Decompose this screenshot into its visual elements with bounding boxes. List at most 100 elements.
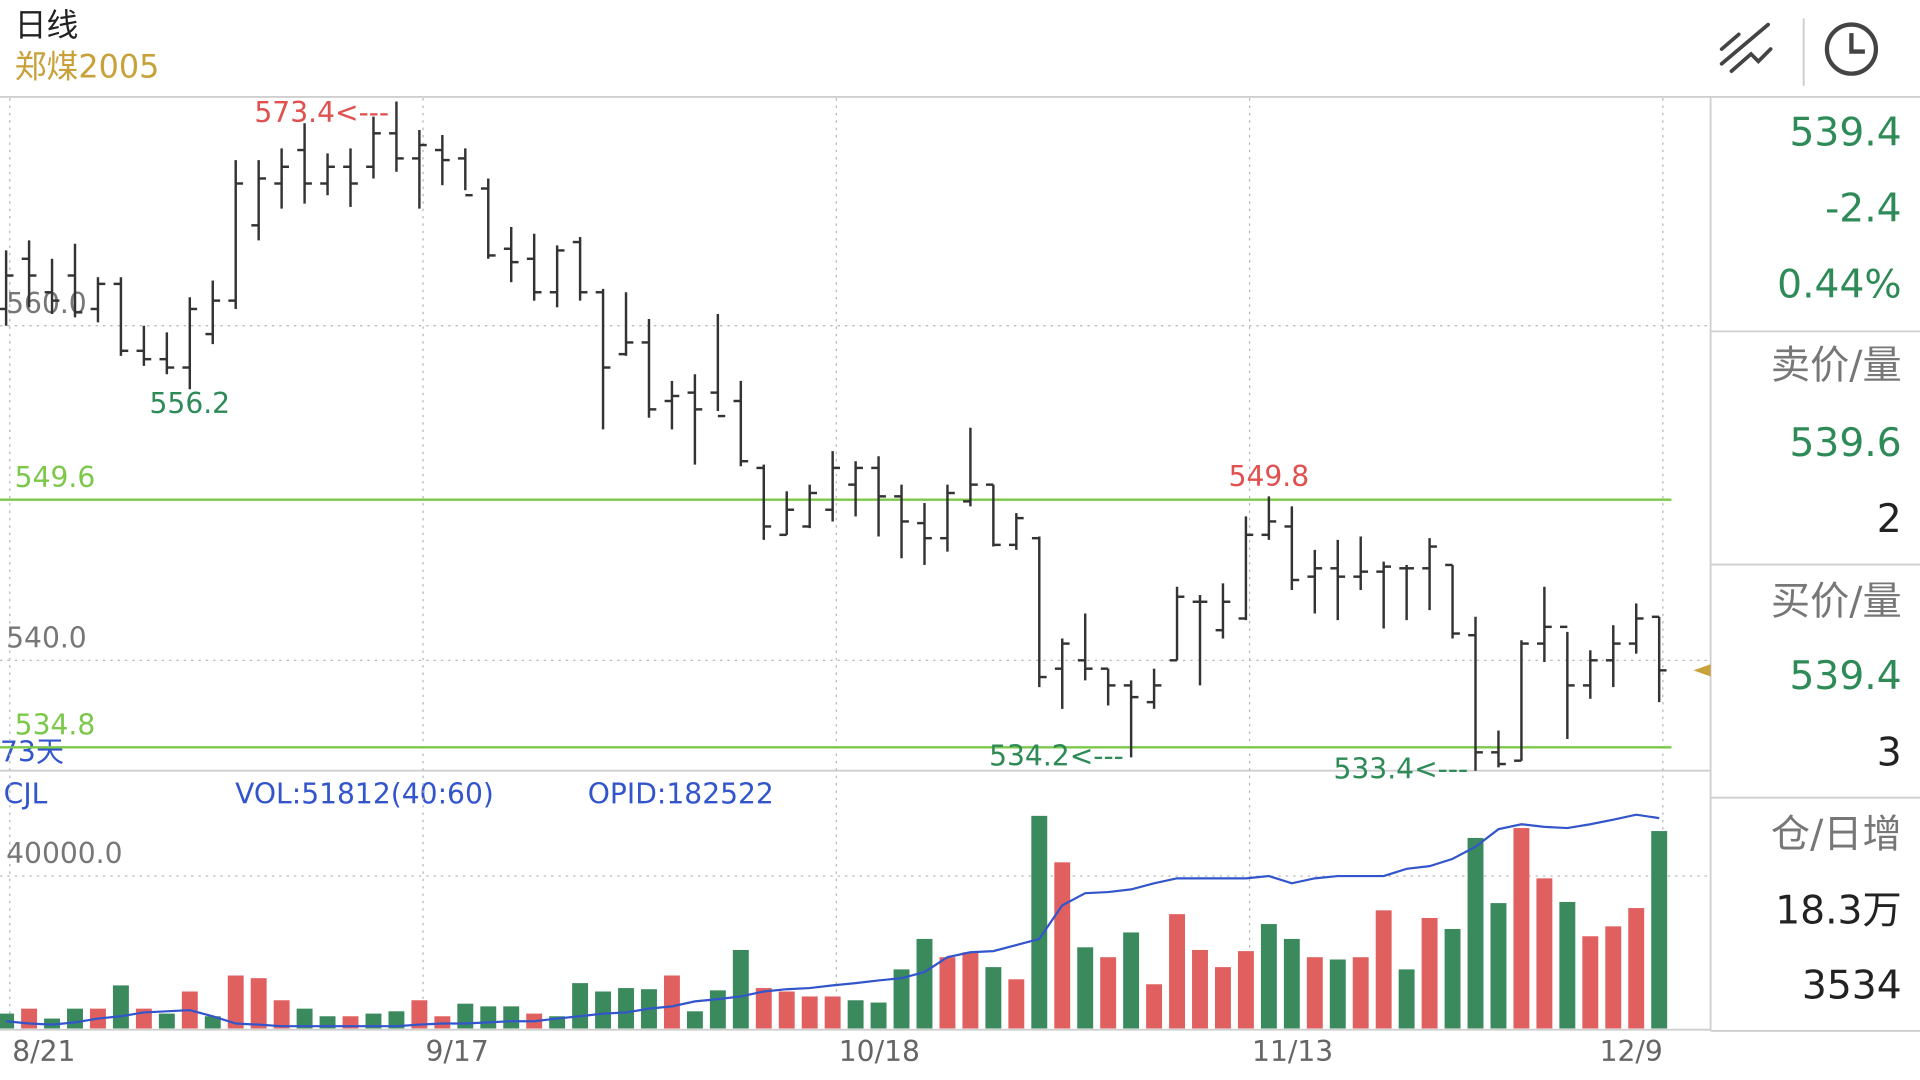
volume-bar <box>778 991 795 1029</box>
volume-bar <box>1559 901 1576 1029</box>
volume-bar <box>204 1016 221 1029</box>
volume-bar <box>870 1002 887 1029</box>
volume-bar <box>824 996 841 1029</box>
volume-bar <box>1169 914 1185 1029</box>
volume-bar <box>1536 878 1553 1029</box>
x-tick-label: 9/17 <box>426 1035 489 1068</box>
volume-bar <box>273 1000 290 1029</box>
volume-bar <box>1237 951 1254 1029</box>
oi-header: 仓/日增 <box>1771 812 1902 857</box>
volume-bar <box>1490 903 1507 1029</box>
y-tick-label: 540.0 <box>6 621 87 654</box>
volume-bar <box>480 1006 497 1029</box>
volume-bar <box>985 967 1002 1029</box>
volume-bar <box>1031 815 1048 1029</box>
volume-bar <box>1444 929 1461 1029</box>
volume-bar <box>365 1013 382 1029</box>
volume-bar <box>1146 984 1163 1029</box>
volume-bar <box>457 1003 474 1029</box>
volume-bar <box>939 957 956 1029</box>
open-interest: 18.3万 <box>1775 889 1901 934</box>
volume-bar <box>847 1000 864 1029</box>
y-tick-label: 40000.0 <box>6 837 122 870</box>
extreme-annotation: 549.8 <box>1229 460 1310 493</box>
volume-bar <box>572 983 589 1029</box>
x-tick-label: 8/21 <box>12 1035 75 1068</box>
volume-bar <box>686 1011 703 1029</box>
volume-bar <box>1582 936 1599 1029</box>
volume-bar <box>411 1000 428 1029</box>
extreme-annotation: 534.2<--- <box>989 739 1124 772</box>
period-count: 73天 <box>0 736 64 769</box>
volume-bar <box>67 1008 83 1029</box>
volume-bar <box>801 996 818 1029</box>
extreme-annotation: 556.2 <box>149 387 230 420</box>
last-price: 539.4 <box>1789 110 1901 155</box>
clock-icon[interactable] <box>1824 22 1879 76</box>
volume-bar <box>21 1008 38 1029</box>
volume-bar <box>1329 959 1346 1029</box>
volume-bar <box>1260 924 1277 1029</box>
bid-price: 539.4 <box>1789 654 1901 699</box>
volume-bar <box>388 1011 405 1029</box>
bid-volume: 3 <box>1877 730 1902 775</box>
volume-bar <box>1352 957 1369 1029</box>
ask-price: 539.6 <box>1789 421 1901 466</box>
period-label[interactable]: 日线 <box>15 6 79 44</box>
volume-bar <box>1513 828 1530 1029</box>
volume-bar <box>1375 910 1392 1029</box>
volume-bar <box>1605 926 1622 1029</box>
change-pct: 0.44% <box>1777 263 1901 308</box>
volume-bar <box>296 1008 313 1029</box>
opid-legend: OPID:182522 <box>588 777 774 810</box>
volume-title: CJL <box>4 777 48 810</box>
volume-bar <box>1421 917 1438 1029</box>
ask-header: 卖价/量 <box>1771 344 1902 389</box>
last-price-marker <box>1693 664 1711 677</box>
volume-bar <box>1628 908 1645 1029</box>
volume-bar <box>1215 967 1231 1029</box>
change: -2.4 <box>1825 187 1901 232</box>
volume-bar <box>503 1006 520 1029</box>
clock-face <box>1824 22 1879 76</box>
volume-bar <box>1306 957 1323 1029</box>
volume-legend: VOL:51812(40:60) <box>235 777 494 810</box>
volume-bar <box>916 938 933 1029</box>
ask-volume: 2 <box>1877 497 1902 542</box>
volume-bar <box>1054 862 1071 1029</box>
volume-bar <box>1123 932 1140 1029</box>
volume-bar <box>755 988 772 1029</box>
volume-bar <box>1192 949 1208 1029</box>
volume-bar <box>893 969 910 1029</box>
clock-hands <box>1849 33 1865 54</box>
level-label: 534.8 <box>15 708 96 741</box>
bid-header: 买价/量 <box>1771 579 1902 624</box>
volume-bar <box>732 949 749 1029</box>
volume-bar <box>618 988 634 1029</box>
icon-lines <box>1719 22 1773 74</box>
opid-line <box>6 813 1660 1028</box>
volume-bar <box>1398 969 1415 1029</box>
volume-bar <box>709 990 726 1029</box>
x-tick-label: 12/9 <box>1600 1035 1663 1068</box>
extreme-annotation: 573.4<--- <box>254 96 389 129</box>
volume-bar <box>434 1016 451 1029</box>
indicator-icon[interactable] <box>1719 22 1773 74</box>
x-tick-label: 10/18 <box>839 1035 920 1068</box>
volume-bar <box>112 985 129 1029</box>
extreme-annotation: 533.4<--- <box>1333 753 1468 786</box>
x-tick-label: 11/13 <box>1252 1035 1333 1068</box>
volume-bar <box>1283 938 1300 1029</box>
volume-bar <box>250 978 267 1029</box>
volume-bar <box>1077 947 1094 1029</box>
volume-bar <box>1008 979 1025 1029</box>
quote-panel: 539.4 -2.4 0.44% 卖价/量 539.6 2 买价/量 539.4… <box>1771 110 1902 1008</box>
volume-bar <box>158 1013 175 1029</box>
volume-bar <box>595 991 612 1029</box>
symbol-label: 郑煤2005 <box>15 48 160 86</box>
volume-bar <box>227 975 244 1029</box>
volume-bar <box>1100 957 1117 1029</box>
volume-bar <box>1651 831 1668 1029</box>
